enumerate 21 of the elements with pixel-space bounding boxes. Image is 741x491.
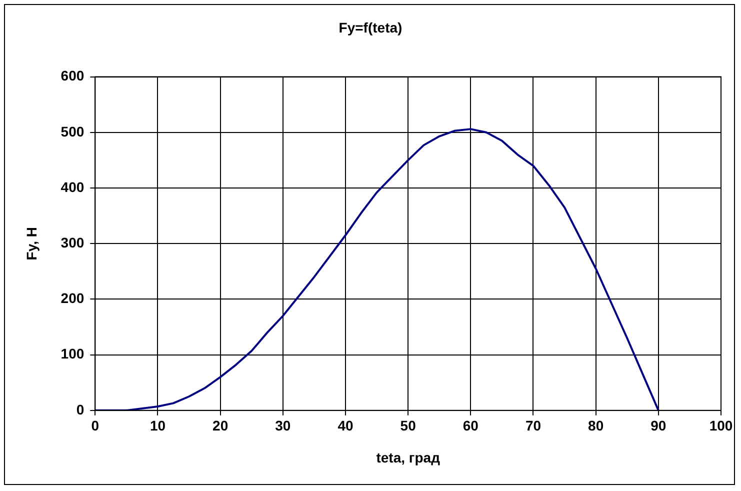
x-tick-label: 90 bbox=[650, 418, 666, 434]
x-tick-label: 0 bbox=[91, 418, 100, 434]
y-tick-label: 100 bbox=[60, 346, 84, 362]
y-tick-label: 500 bbox=[60, 123, 84, 140]
x-axis-title: teta, град bbox=[376, 449, 440, 466]
x-tick-label: 70 bbox=[525, 418, 542, 434]
x-tick-label: 80 bbox=[588, 418, 604, 434]
x-tick-label: 50 bbox=[400, 418, 416, 434]
x-tick-label: 20 bbox=[212, 418, 228, 434]
y-tick-label: 600 bbox=[60, 68, 84, 84]
x-tick-label: 30 bbox=[275, 418, 291, 434]
y-axis-title: Fy, H bbox=[23, 227, 40, 260]
x-tick-label: 60 bbox=[462, 418, 479, 434]
chart-title: Fy=f(teta) bbox=[338, 19, 402, 36]
x-tick-label: 100 bbox=[709, 418, 733, 434]
y-tick-label: 300 bbox=[60, 234, 84, 250]
y-tick-label: 0 bbox=[76, 401, 84, 418]
y-tick-label: 200 bbox=[60, 290, 84, 306]
x-tick-label: 40 bbox=[338, 418, 354, 434]
y-tick-label: 400 bbox=[60, 178, 84, 195]
x-tick-label: 10 bbox=[150, 418, 166, 434]
